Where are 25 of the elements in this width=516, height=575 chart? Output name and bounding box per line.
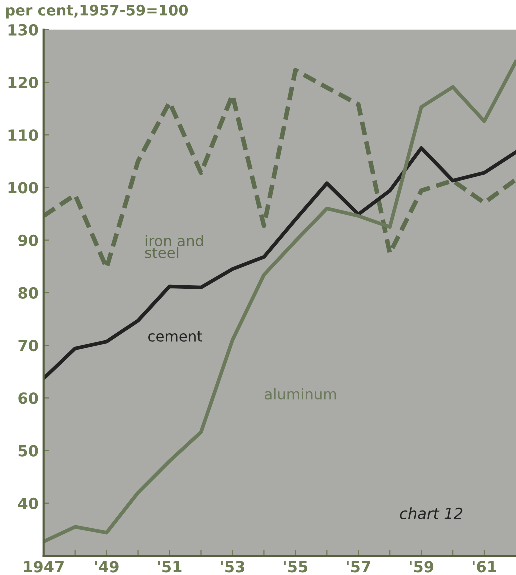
x-tick-label: '53 [221,561,244,573]
y-tick-label: 120 [8,76,38,89]
x-tick-label: 1947 [24,561,64,573]
y-tick-label: 40 [18,498,38,510]
y-tick-label: 130 [8,24,38,36]
x-tick-label: '59 [410,561,434,573]
annotation: chart 12 [400,508,463,520]
y-tick-label: 110 [8,130,38,142]
y-axis-title: per cent,1957-59=100 [6,4,188,19]
y-tick-label: 90 [18,234,38,246]
y-tick-label: 70 [18,340,38,352]
series-label: iron and steel [145,235,204,258]
x-tick-label: '61 [473,561,496,573]
x-tick-label: '55 [284,561,308,573]
x-tick-label: '57 [347,561,370,573]
text: aluminum [265,388,336,400]
y-tick-label: 100 [8,182,38,194]
series-label: cement [148,331,203,342]
line-series [44,146,516,381]
x-tick-label: '51 [158,561,182,573]
y-tick-label: 80 [18,287,38,299]
line-series [44,60,516,544]
x-tick-label: '49 [95,561,119,573]
y-tick-label: 60 [18,392,38,404]
y-tick-label: 50 [18,445,38,457]
